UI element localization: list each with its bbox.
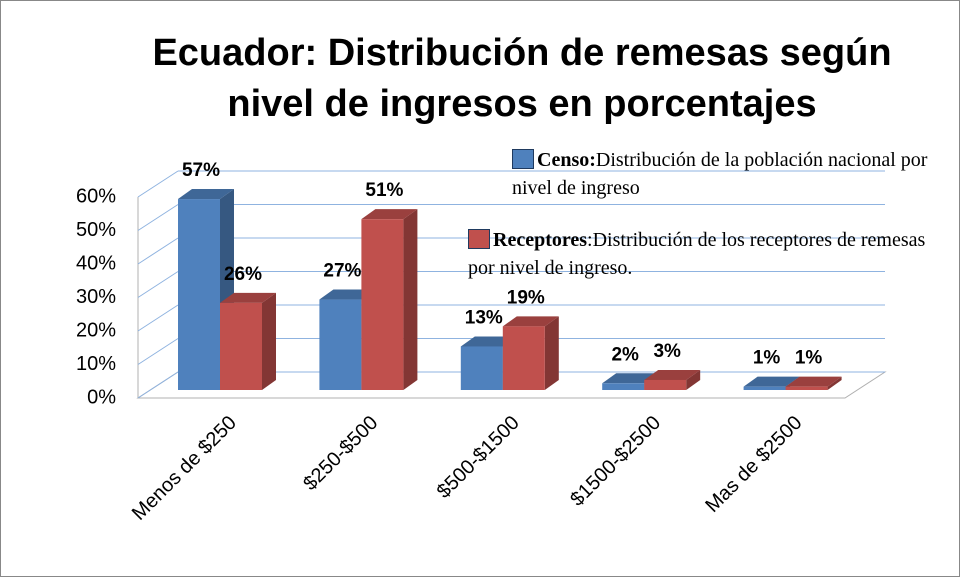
bar-top bbox=[178, 189, 234, 200]
legend-swatch bbox=[468, 229, 490, 249]
grid-line bbox=[137, 237, 179, 265]
bar-top bbox=[361, 209, 418, 220]
grid-line bbox=[137, 271, 179, 298]
y-tick-label: 20% bbox=[76, 319, 116, 341]
value-label: 27% bbox=[323, 261, 361, 282]
grid-line bbox=[137, 204, 179, 231]
bar-side bbox=[544, 316, 559, 390]
bar bbox=[743, 386, 786, 390]
y-tick-label: 30% bbox=[76, 286, 116, 308]
bar-side bbox=[827, 376, 842, 390]
bar-side bbox=[403, 209, 418, 390]
bar-top bbox=[785, 376, 842, 387]
legend-text: Censo:Distribución de la población nacio… bbox=[512, 146, 944, 202]
legend-name: Censo: bbox=[537, 149, 596, 171]
bar bbox=[644, 379, 687, 390]
legend-description: :Distribución de los receptores de remes… bbox=[468, 229, 926, 279]
legend-name: Receptores bbox=[493, 229, 588, 251]
bar-top bbox=[502, 316, 559, 327]
grid-line bbox=[137, 371, 179, 399]
bar bbox=[460, 346, 503, 390]
value-label: 13% bbox=[465, 307, 503, 328]
y-tick-label: 60% bbox=[76, 185, 116, 207]
bar-top bbox=[220, 292, 276, 303]
y-tick-label: 50% bbox=[76, 219, 116, 241]
chart-title: Ecuador: Distribución de remesas según bbox=[152, 32, 891, 74]
y-tick-label: 0% bbox=[87, 386, 116, 408]
legend-entry: Censo:Distribución de la población nacio… bbox=[512, 146, 944, 202]
legend-swatch bbox=[512, 149, 534, 169]
value-label: 26% bbox=[224, 264, 262, 285]
bar bbox=[178, 199, 220, 390]
value-label: 3% bbox=[653, 341, 681, 362]
bar bbox=[220, 302, 262, 390]
grid-line bbox=[137, 338, 179, 365]
legend-text: Receptores:Distribución de los receptore… bbox=[468, 226, 948, 282]
grid-line bbox=[137, 170, 179, 198]
value-label: 51% bbox=[365, 180, 403, 201]
value-label: 19% bbox=[507, 287, 545, 308]
grid-line bbox=[137, 304, 179, 332]
legend-entry: Receptores:Distribución de los receptore… bbox=[468, 226, 948, 282]
bar-side bbox=[262, 292, 276, 390]
bar bbox=[319, 299, 362, 390]
value-label: 1% bbox=[795, 348, 823, 369]
bar bbox=[361, 219, 404, 390]
bar-top bbox=[743, 376, 800, 387]
legend-description: Distribución de la población nacional po… bbox=[512, 149, 928, 199]
value-label: 1% bbox=[753, 348, 781, 369]
chart-title: nivel de ingresos en porcentajes bbox=[227, 83, 816, 125]
bar bbox=[502, 326, 545, 390]
y-tick-label: 40% bbox=[76, 252, 116, 274]
y-tick-label: 10% bbox=[76, 353, 116, 375]
value-label: 57% bbox=[182, 160, 220, 181]
bar-top bbox=[644, 369, 701, 380]
value-label: 2% bbox=[611, 344, 639, 365]
bar bbox=[602, 383, 645, 390]
bar-side bbox=[686, 369, 701, 390]
bar bbox=[785, 386, 828, 390]
